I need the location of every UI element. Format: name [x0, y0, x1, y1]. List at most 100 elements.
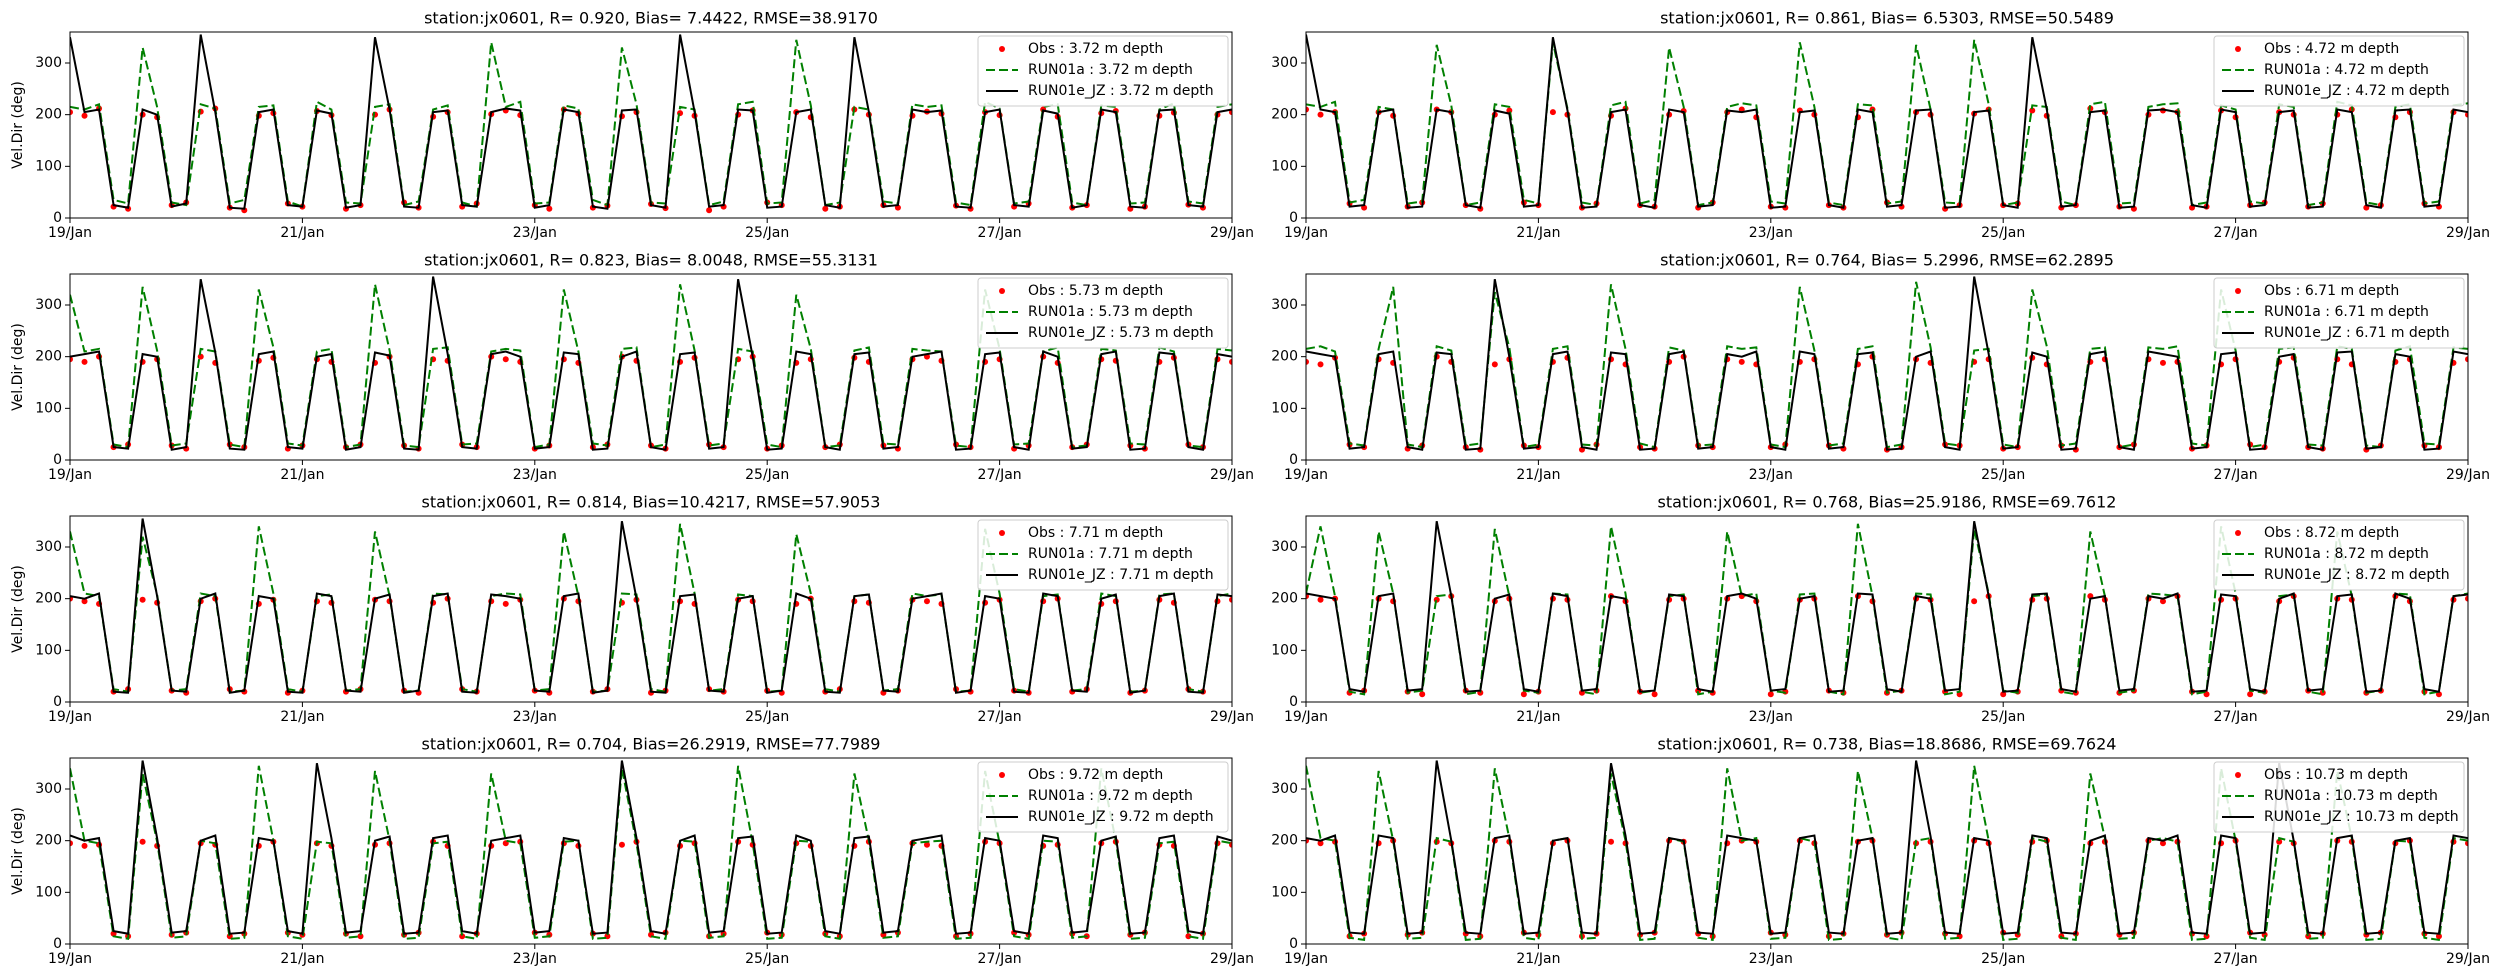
y-axis-label: Vel.Dir (deg) [10, 323, 26, 411]
x-tick-label: 19/Jan [48, 225, 92, 241]
subplot-title: station:jx0601, R= 0.814, Bias=10.4217, … [422, 493, 881, 512]
obs-point [546, 205, 553, 212]
obs-point [1229, 358, 1232, 365]
legend-box [2213, 519, 2465, 591]
y-tick-label: 200 [35, 349, 62, 365]
x-tick-label: 21/Jan [1516, 467, 1560, 483]
x-tick-label: 27/Jan [978, 467, 1022, 483]
obs-point [2203, 933, 2210, 940]
legend-label: Obs : 8.72 m depth [2264, 525, 2399, 541]
axes-frame [1305, 515, 2469, 703]
axes-frame [1305, 31, 2469, 219]
series-line [1306, 34, 2468, 209]
obs-point [139, 838, 146, 845]
series-line [70, 34, 1232, 210]
subplot-title: station:jx0601, R= 0.704, Bias=26.2919, … [422, 735, 881, 754]
series-line [1306, 276, 2468, 451]
y-tick-label: 300 [1271, 297, 1298, 313]
series-line [70, 276, 1232, 451]
x-tick-label: 19/Jan [1284, 467, 1328, 483]
obs-point [923, 841, 930, 848]
legend-label: RUN01e_JZ : 3.72 m depth [1028, 83, 1214, 99]
x-tick-label: 25/Jan [1981, 225, 2025, 241]
obs-point [618, 841, 625, 848]
legend-marker [999, 530, 1005, 536]
obs-point [706, 207, 713, 214]
x-tick-label: 21/Jan [280, 709, 324, 725]
y-tick-label: 100 [1271, 158, 1298, 174]
obs-point [1767, 691, 1774, 698]
obs-point [2276, 838, 2283, 845]
legend-label: RUN01e_JZ : 6.71 m depth [2264, 325, 2450, 341]
series-line [70, 518, 1232, 694]
axes-frame [69, 515, 1233, 703]
series-line [1306, 765, 2468, 942]
obs-point [2000, 691, 2007, 698]
obs-point [1549, 109, 1556, 116]
obs-point [81, 358, 88, 365]
legend-label: RUN01a : 9.72 m depth [1028, 788, 1193, 804]
x-tick-label: 21/Jan [280, 467, 324, 483]
obs-point [502, 600, 509, 607]
x-tick-label: 21/Jan [1516, 709, 1560, 725]
x-tick-label: 27/Jan [978, 709, 1022, 725]
obs-point [1317, 840, 1324, 847]
y-tick-label: 200 [1271, 107, 1298, 123]
y-tick-label: 100 [1271, 884, 1298, 900]
x-tick-label: 19/Jan [1284, 709, 1328, 725]
x-tick-label: 23/Jan [1749, 225, 1793, 241]
x-tick-label: 21/Jan [280, 951, 324, 967]
obs-point [2319, 689, 2326, 696]
subplot: station:jx0601, R= 0.814, Bias=10.4217, … [10, 493, 1254, 726]
obs-point [81, 842, 88, 849]
subplot-title: station:jx0601, R= 0.768, Bias=25.9186, … [1658, 493, 2117, 512]
legend-marker [2235, 530, 2241, 536]
obs-point [1971, 598, 1978, 605]
legend-box [2213, 35, 2465, 107]
obs-point [2159, 359, 2166, 366]
y-tick-label: 300 [35, 539, 62, 555]
y-tick-label: 0 [1289, 694, 1298, 710]
plot-area [70, 34, 1232, 214]
legend-marker [2235, 288, 2241, 294]
x-tick-label: 19/Jan [48, 709, 92, 725]
x-tick-label: 29/Jan [1210, 467, 1254, 483]
legend-label: Obs : 3.72 m depth [1028, 41, 1163, 57]
legend-label: RUN01e_JZ : 9.72 m depth [1028, 809, 1214, 825]
legend-box [977, 761, 1229, 833]
x-tick-label: 19/Jan [1284, 951, 1328, 967]
legend-label: RUN01a : 4.72 m depth [2264, 62, 2429, 78]
legend-label: RUN01a : 7.71 m depth [1028, 546, 1193, 562]
y-tick-label: 0 [1289, 936, 1298, 952]
legend-marker [999, 288, 1005, 294]
y-tick-label: 300 [1271, 539, 1298, 555]
obs-point [923, 598, 930, 605]
y-tick-label: 100 [35, 884, 62, 900]
obs-point [1317, 361, 1324, 368]
x-tick-label: 29/Jan [1210, 709, 1254, 725]
obs-point [81, 112, 88, 119]
y-tick-label: 100 [35, 158, 62, 174]
obs-point [1651, 691, 1658, 698]
legend-box [977, 519, 1229, 591]
y-tick-label: 200 [1271, 833, 1298, 849]
obs-point [2029, 107, 2036, 114]
x-tick-label: 25/Jan [1981, 951, 2025, 967]
y-axis-label: Vel.Dir (deg) [10, 81, 26, 169]
legend-label: RUN01a : 10.73 m depth [2264, 788, 2438, 804]
x-tick-label: 27/Jan [2214, 225, 2258, 241]
plot-area [1306, 760, 2468, 942]
obs-point [2465, 111, 2468, 118]
obs-point [70, 840, 73, 847]
subplot: station:jx0601, R= 0.768, Bias=25.9186, … [1271, 493, 2490, 726]
series-line [70, 760, 1232, 935]
plot-area [1306, 34, 2468, 212]
obs-point [2465, 840, 2468, 847]
subplot-title: station:jx0601, R= 0.920, Bias= 7.4422, … [424, 9, 878, 28]
legend-marker [2235, 772, 2241, 778]
x-tick-label: 29/Jan [1210, 951, 1254, 967]
y-tick-label: 100 [1271, 400, 1298, 416]
y-tick-label: 0 [53, 452, 62, 468]
x-tick-label: 21/Jan [1516, 951, 1560, 967]
